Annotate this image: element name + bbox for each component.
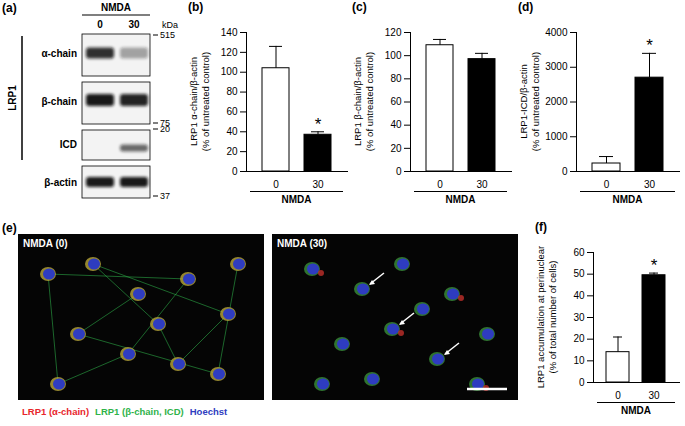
svg-text:50: 50: [573, 268, 585, 279]
svg-text:515: 515: [160, 30, 175, 40]
svg-text:30: 30: [573, 312, 585, 323]
svg-text:LRP1: LRP1: [7, 85, 18, 111]
html-text:(c): (c): [352, 0, 367, 14]
svg-text:0: 0: [273, 179, 279, 190]
svg-text:40: 40: [226, 126, 238, 137]
html-text:(d): (d): [518, 0, 534, 14]
svg-text:1000: 1000: [545, 131, 568, 142]
svg-text:β-actin: β-actin: [44, 177, 77, 188]
svg-text:20: 20: [573, 333, 585, 344]
svg-text:kDa: kDa: [162, 20, 178, 30]
svg-text:*: *: [651, 256, 658, 275]
svg-text:40: 40: [390, 119, 402, 130]
svg-text:α-chain: α-chain: [41, 48, 77, 59]
html-text:LRP1-ICD/β-actin (% of untreat: LRP1-ICD/β-actin (% of untreated control…: [518, 51, 541, 152]
html-text:LRP1 α-chain/β-actin (% of unt: LRP1 α-chain/β-actin (% of untreated con…: [188, 51, 211, 152]
html-text:(f): (f): [535, 220, 547, 234]
svg-text:100: 100: [221, 66, 238, 77]
svg-text:80: 80: [390, 73, 402, 84]
svg-text:60: 60: [573, 247, 585, 258]
svg-text:0: 0: [615, 390, 621, 401]
html-text:NMDA: NMDA: [281, 194, 312, 205]
svg-text:NMDA (30): NMDA (30): [277, 238, 327, 249]
svg-text:30: 30: [648, 390, 660, 401]
svg-text:0: 0: [232, 166, 238, 177]
html-text:LRP1 β-chain/β-actin (% of unt: LRP1 β-chain/β-actin (% of untreated con…: [352, 51, 375, 152]
svg-text:*: *: [315, 115, 322, 134]
svg-text:0: 0: [604, 179, 610, 190]
html-text:LRP1 (α-chain): LRP1 (α-chain): [22, 406, 90, 417]
svg-text:20: 20: [160, 124, 170, 134]
svg-text:60: 60: [390, 96, 402, 107]
svg-text:20: 20: [226, 146, 238, 157]
svg-text:0: 0: [562, 166, 568, 177]
svg-text:20: 20: [390, 143, 402, 154]
svg-text:140: 140: [221, 27, 238, 38]
svg-text:(e): (e): [2, 221, 17, 235]
html-text:Hoechst: Hoechst: [189, 406, 228, 417]
svg-text:β-chain: β-chain: [41, 96, 77, 107]
svg-text:37: 37: [160, 191, 170, 201]
svg-text:4000: 4000: [545, 27, 568, 38]
svg-text:NMDA (0): NMDA (0): [23, 238, 68, 249]
svg-text:30: 30: [312, 179, 324, 190]
svg-text:2000: 2000: [545, 96, 568, 107]
html-text:NMDA: NMDA: [621, 405, 651, 416]
svg-text:0: 0: [579, 377, 585, 388]
svg-text:NMDA: NMDA: [101, 2, 131, 13]
svg-text:0: 0: [97, 19, 103, 30]
svg-text:10: 10: [573, 355, 585, 366]
svg-text:30: 30: [476, 179, 488, 190]
html-text:NMDA: NMDA: [612, 194, 643, 205]
svg-text:100: 100: [385, 50, 402, 61]
svg-text:*: *: [646, 36, 653, 55]
svg-text:ICD: ICD: [60, 139, 77, 150]
svg-text:0: 0: [437, 179, 443, 190]
svg-text:80: 80: [226, 86, 238, 97]
svg-text:120: 120: [221, 47, 238, 58]
html-text:(b): (b): [188, 0, 204, 14]
html-text:LRP1 accumulation at perinucle: LRP1 accumulation at perinuclear (% of t…: [535, 245, 558, 389]
svg-text:30: 30: [644, 179, 656, 190]
svg-text:60: 60: [226, 106, 238, 117]
svg-text:30: 30: [128, 19, 140, 30]
svg-text:3000: 3000: [545, 61, 568, 72]
svg-text:40: 40: [573, 290, 585, 301]
html-text:LRP1 (β-chain, ICD): LRP1 (β-chain, ICD): [95, 406, 184, 417]
svg-text:(a): (a): [2, 1, 17, 15]
svg-text:120: 120: [385, 27, 402, 38]
svg-text:75: 75: [160, 118, 170, 128]
svg-text:0: 0: [396, 166, 402, 177]
html-text:NMDA: NMDA: [445, 194, 476, 205]
